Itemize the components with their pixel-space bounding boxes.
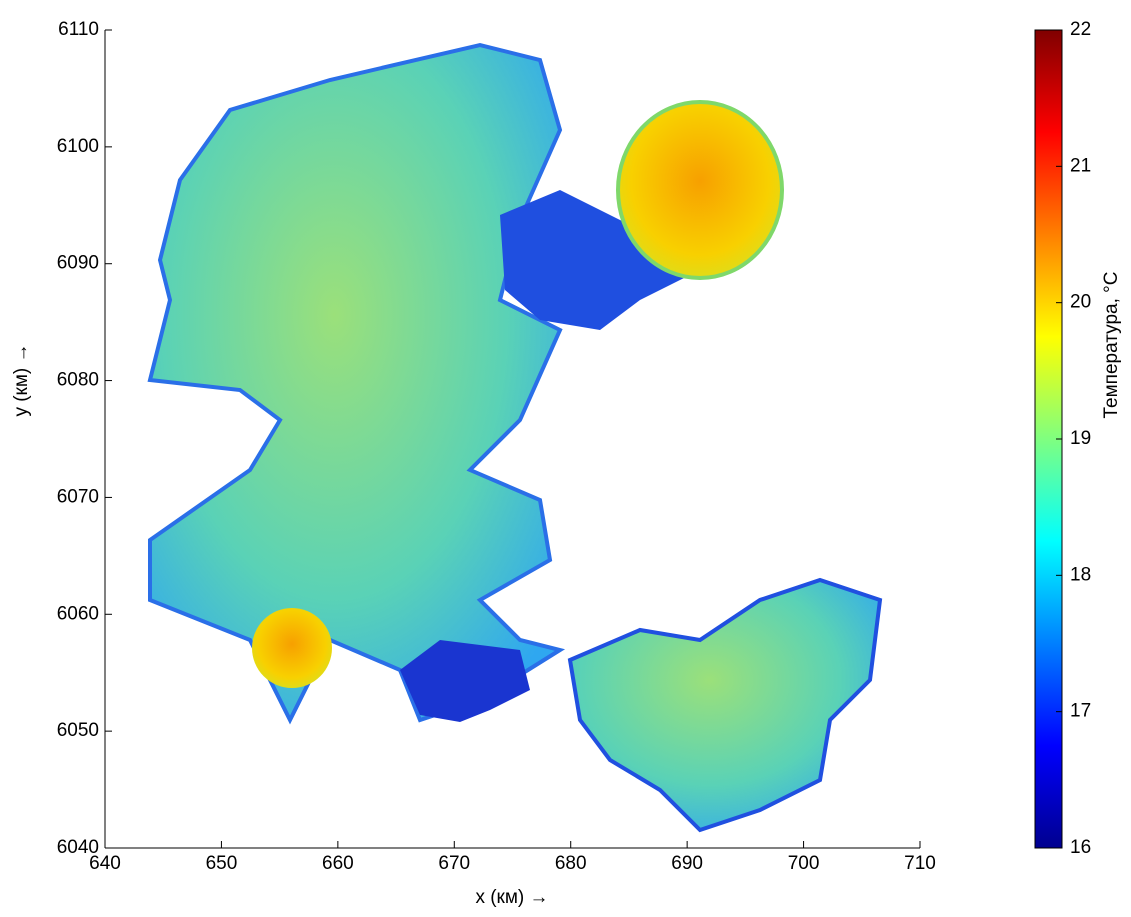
y-tick-label: 6080 bbox=[57, 370, 99, 391]
colorbar-tick-label: 22 bbox=[1070, 19, 1091, 40]
y-tick-label: 6100 bbox=[57, 136, 99, 157]
y-tick-label: 6110 bbox=[58, 19, 99, 40]
x-tick-label: 680 bbox=[555, 853, 587, 874]
colorbar-label: Температура, °C bbox=[1101, 272, 1122, 419]
x-axis-label: x (км) → bbox=[475, 887, 548, 908]
y-tick-label: 6060 bbox=[57, 603, 99, 624]
colorbar-tick-label: 18 bbox=[1070, 564, 1091, 585]
colorbar-tick-label: 17 bbox=[1070, 701, 1091, 722]
colorbar-tick-label: 16 bbox=[1070, 837, 1091, 858]
water-body bbox=[567, 577, 883, 833]
water-body bbox=[616, 100, 784, 280]
y-tick-label: 6050 bbox=[57, 720, 99, 741]
y-tick-label: 6040 bbox=[57, 837, 99, 858]
y-axis-label: y (км) → bbox=[11, 343, 32, 416]
temperature-field bbox=[147, 42, 883, 833]
colorbar-tick-label: 21 bbox=[1070, 155, 1091, 176]
water-body bbox=[400, 640, 530, 722]
water-body bbox=[252, 608, 332, 688]
x-tick-label: 670 bbox=[438, 853, 470, 874]
x-tick-label: 700 bbox=[788, 853, 820, 874]
x-tick-label: 710 bbox=[904, 853, 936, 874]
water-body bbox=[147, 42, 566, 725]
x-tick-label: 640 bbox=[89, 853, 121, 874]
y-tick-label: 6090 bbox=[57, 253, 99, 274]
x-tick-label: 660 bbox=[322, 853, 354, 874]
colorbar-tick-label: 19 bbox=[1070, 428, 1091, 449]
y-tick-label: 6070 bbox=[57, 486, 99, 507]
x-tick-label: 650 bbox=[206, 853, 238, 874]
water-body bbox=[500, 190, 700, 330]
colorbar-tick-label: 20 bbox=[1070, 292, 1091, 313]
x-tick-label: 690 bbox=[671, 853, 703, 874]
